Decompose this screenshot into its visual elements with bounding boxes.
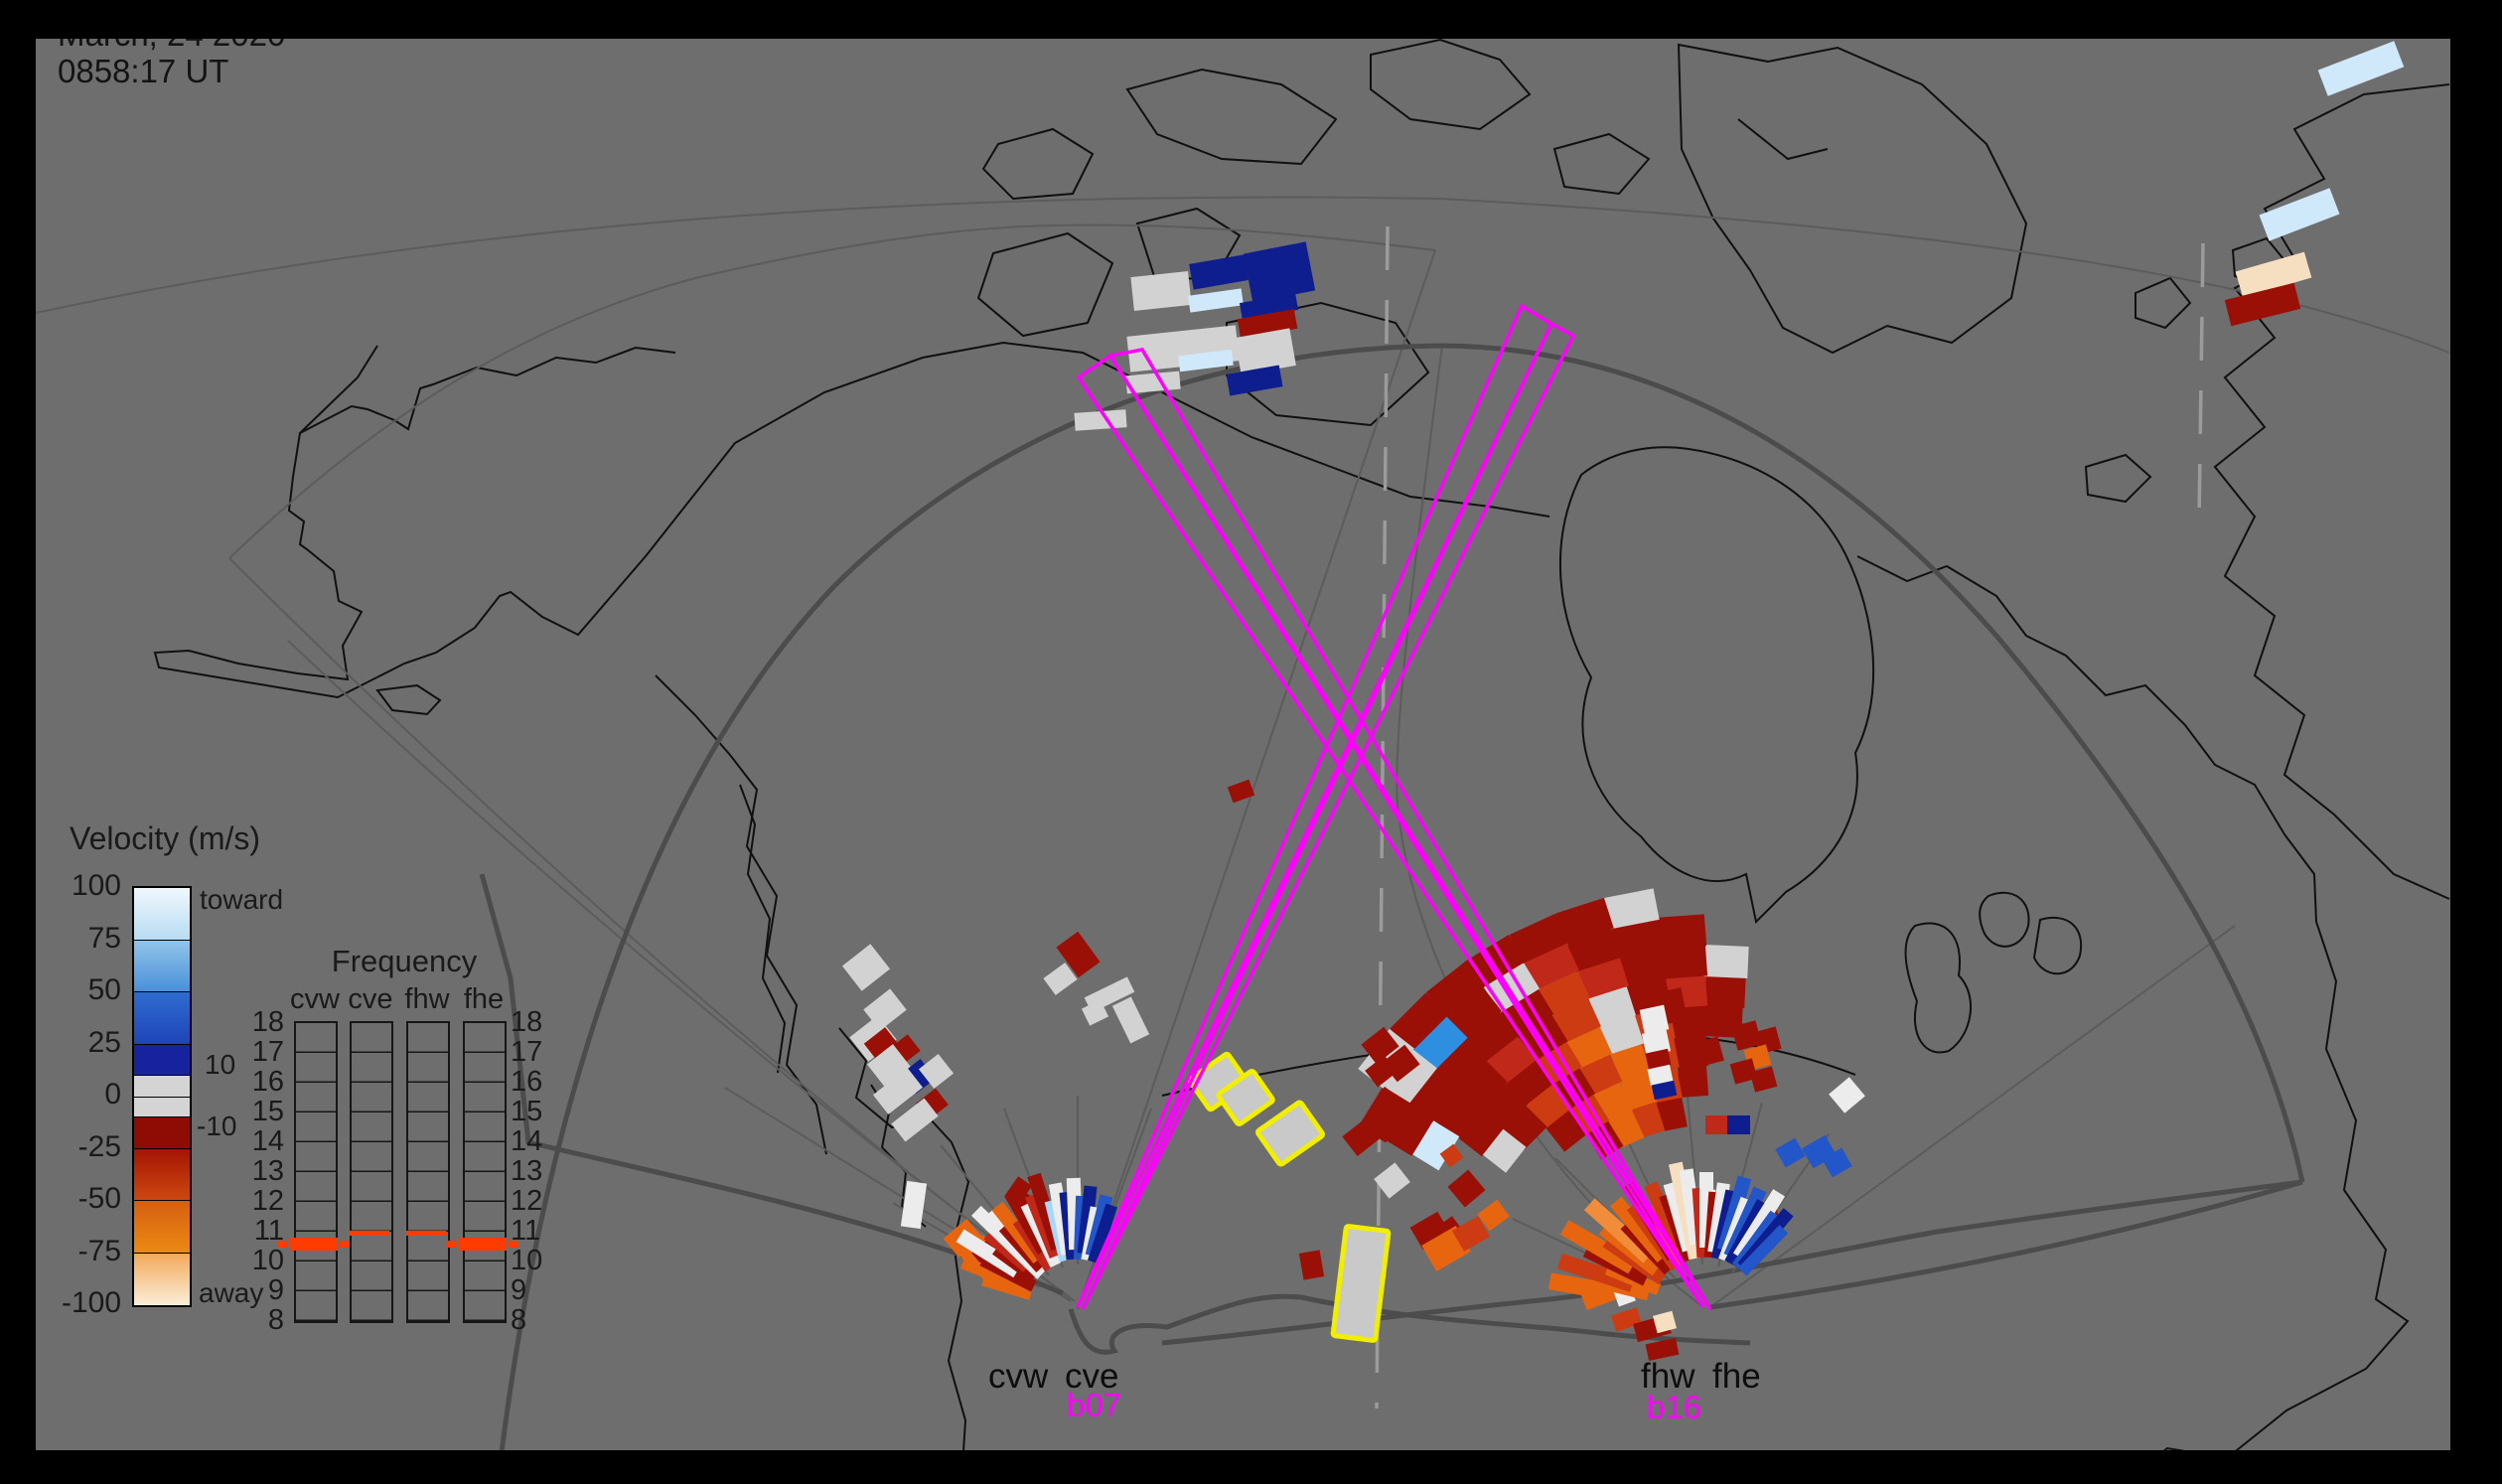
frequency-marker: [459, 1238, 507, 1251]
velocity-tick-label: 100: [71, 869, 121, 902]
frequency-marker: [447, 1241, 456, 1248]
radar-label-cvw: cvw: [988, 1357, 1049, 1396]
frequency-tick-label: 17: [511, 1036, 543, 1068]
frequency-col-cve: cve: [348, 983, 393, 1015]
date-line: March, 24 2020: [58, 39, 285, 53]
velocity-tick-label: 75: [87, 921, 121, 955]
upper-threshold-label: 10: [205, 1049, 236, 1080]
timestamp: March, 24 2020 0858:17 UT: [58, 39, 285, 89]
colorbar-segment: [134, 1201, 190, 1254]
frequency-tick-label: 12: [511, 1185, 543, 1217]
velocity-tick-label: 25: [87, 1025, 121, 1059]
toward-label: toward: [200, 884, 284, 915]
beam-overlays: [1076, 303, 1712, 1310]
velocity-tick-label: -50: [77, 1182, 121, 1215]
frequency-tick-label: 14: [511, 1125, 543, 1157]
frequency-tick-label: 9: [511, 1274, 527, 1306]
velocity-tick-label: 50: [87, 973, 121, 1006]
frequency-marker: [406, 1231, 446, 1236]
frequency-tick-label: 18: [251, 1006, 284, 1038]
beam-b07: [1076, 303, 1576, 1310]
velocity-legend-title: Velocity (m/s): [70, 820, 261, 856]
frequency-tick-label: 15: [511, 1096, 543, 1127]
colorbar-segment: [134, 1253, 190, 1305]
frequency-tick-label: 13: [251, 1155, 284, 1187]
frequency-tick-label: 12: [251, 1185, 284, 1217]
dashed-meridians: [1375, 225, 2205, 1410]
frequency-tick-label: 15: [251, 1096, 284, 1127]
radar-label-cve: cve: [1065, 1357, 1119, 1396]
radar-label-fhe: fhe: [1712, 1357, 1761, 1396]
colorbar-segment: [134, 992, 190, 1045]
frequency-marker: [290, 1238, 338, 1251]
colorbar-segment: [134, 1076, 190, 1117]
lower-threshold-label: -10: [197, 1111, 237, 1141]
away-label: away: [199, 1277, 264, 1308]
colorbar-segment: [134, 1044, 190, 1076]
beam-label-b16: b16: [1647, 1389, 1702, 1425]
velocity-colorbar: [132, 886, 192, 1307]
frequency-panel-title: Frequency: [331, 944, 478, 978]
colorbar-segment: [134, 940, 190, 992]
frequency-marker: [509, 1241, 517, 1248]
colorbar-segment: [134, 1148, 190, 1201]
frequency-tick-label: 17: [251, 1036, 284, 1068]
frequency-tick-label: 10: [511, 1245, 543, 1276]
frequency-marker: [340, 1241, 349, 1248]
frequency-column-fhe: [463, 1021, 507, 1323]
colorbar-segment: [134, 1117, 190, 1149]
beam-b16: [1076, 348, 1712, 1310]
latitude-arc: [36, 196, 2450, 354]
map-area: March, 24 2020 0858:17 UT Velocity (m/s)…: [36, 39, 2450, 1450]
frequency-tick-label: 9: [267, 1274, 284, 1306]
velocity-tick-label: 0: [104, 1078, 121, 1111]
frequency-marker: [278, 1241, 287, 1248]
colorbar-segment: [134, 888, 190, 941]
velocity-cell: [1705, 1115, 1728, 1134]
frequency-tick-label: 8: [511, 1304, 527, 1336]
frequency-tick-label: 16: [251, 1066, 284, 1098]
radar-label-fhw: fhw: [1641, 1357, 1695, 1396]
frequency-marker: [350, 1231, 389, 1236]
beam-label-b07: b07: [1067, 1387, 1122, 1423]
frequency-col-fhw: fhw: [404, 983, 450, 1015]
frequency-column-fhw: [406, 1021, 450, 1323]
frequency-col-cvw: cvw: [290, 983, 340, 1015]
radar-fov-outlines: [228, 223, 2305, 1450]
frequency-tick-label: 11: [253, 1215, 284, 1247]
frequency-tick-label: 16: [511, 1066, 543, 1098]
velocity-tick-label: -75: [77, 1234, 121, 1267]
frequency-tick-label: 13: [511, 1155, 543, 1187]
velocity-cell: [1727, 1115, 1750, 1134]
frequency-tick-label: 11: [511, 1215, 541, 1247]
map-decor: [36, 39, 2450, 1450]
frequency-column-cve: [350, 1021, 393, 1323]
velocity-tick-label: -25: [77, 1129, 121, 1163]
velocity-tick-label: -100: [61, 1286, 121, 1319]
time-line: 0858:17 UT: [58, 53, 229, 89]
frequency-tick-label: 10: [251, 1245, 284, 1276]
frequency-tick-label: 8: [267, 1304, 284, 1336]
frequency-tick-label: 18: [511, 1006, 543, 1038]
zero-line: [134, 1096, 190, 1098]
frequency-col-fhe: fhe: [463, 983, 505, 1015]
frequency-column-cvw: [294, 1021, 338, 1323]
frequency-tick-label: 14: [251, 1125, 284, 1157]
